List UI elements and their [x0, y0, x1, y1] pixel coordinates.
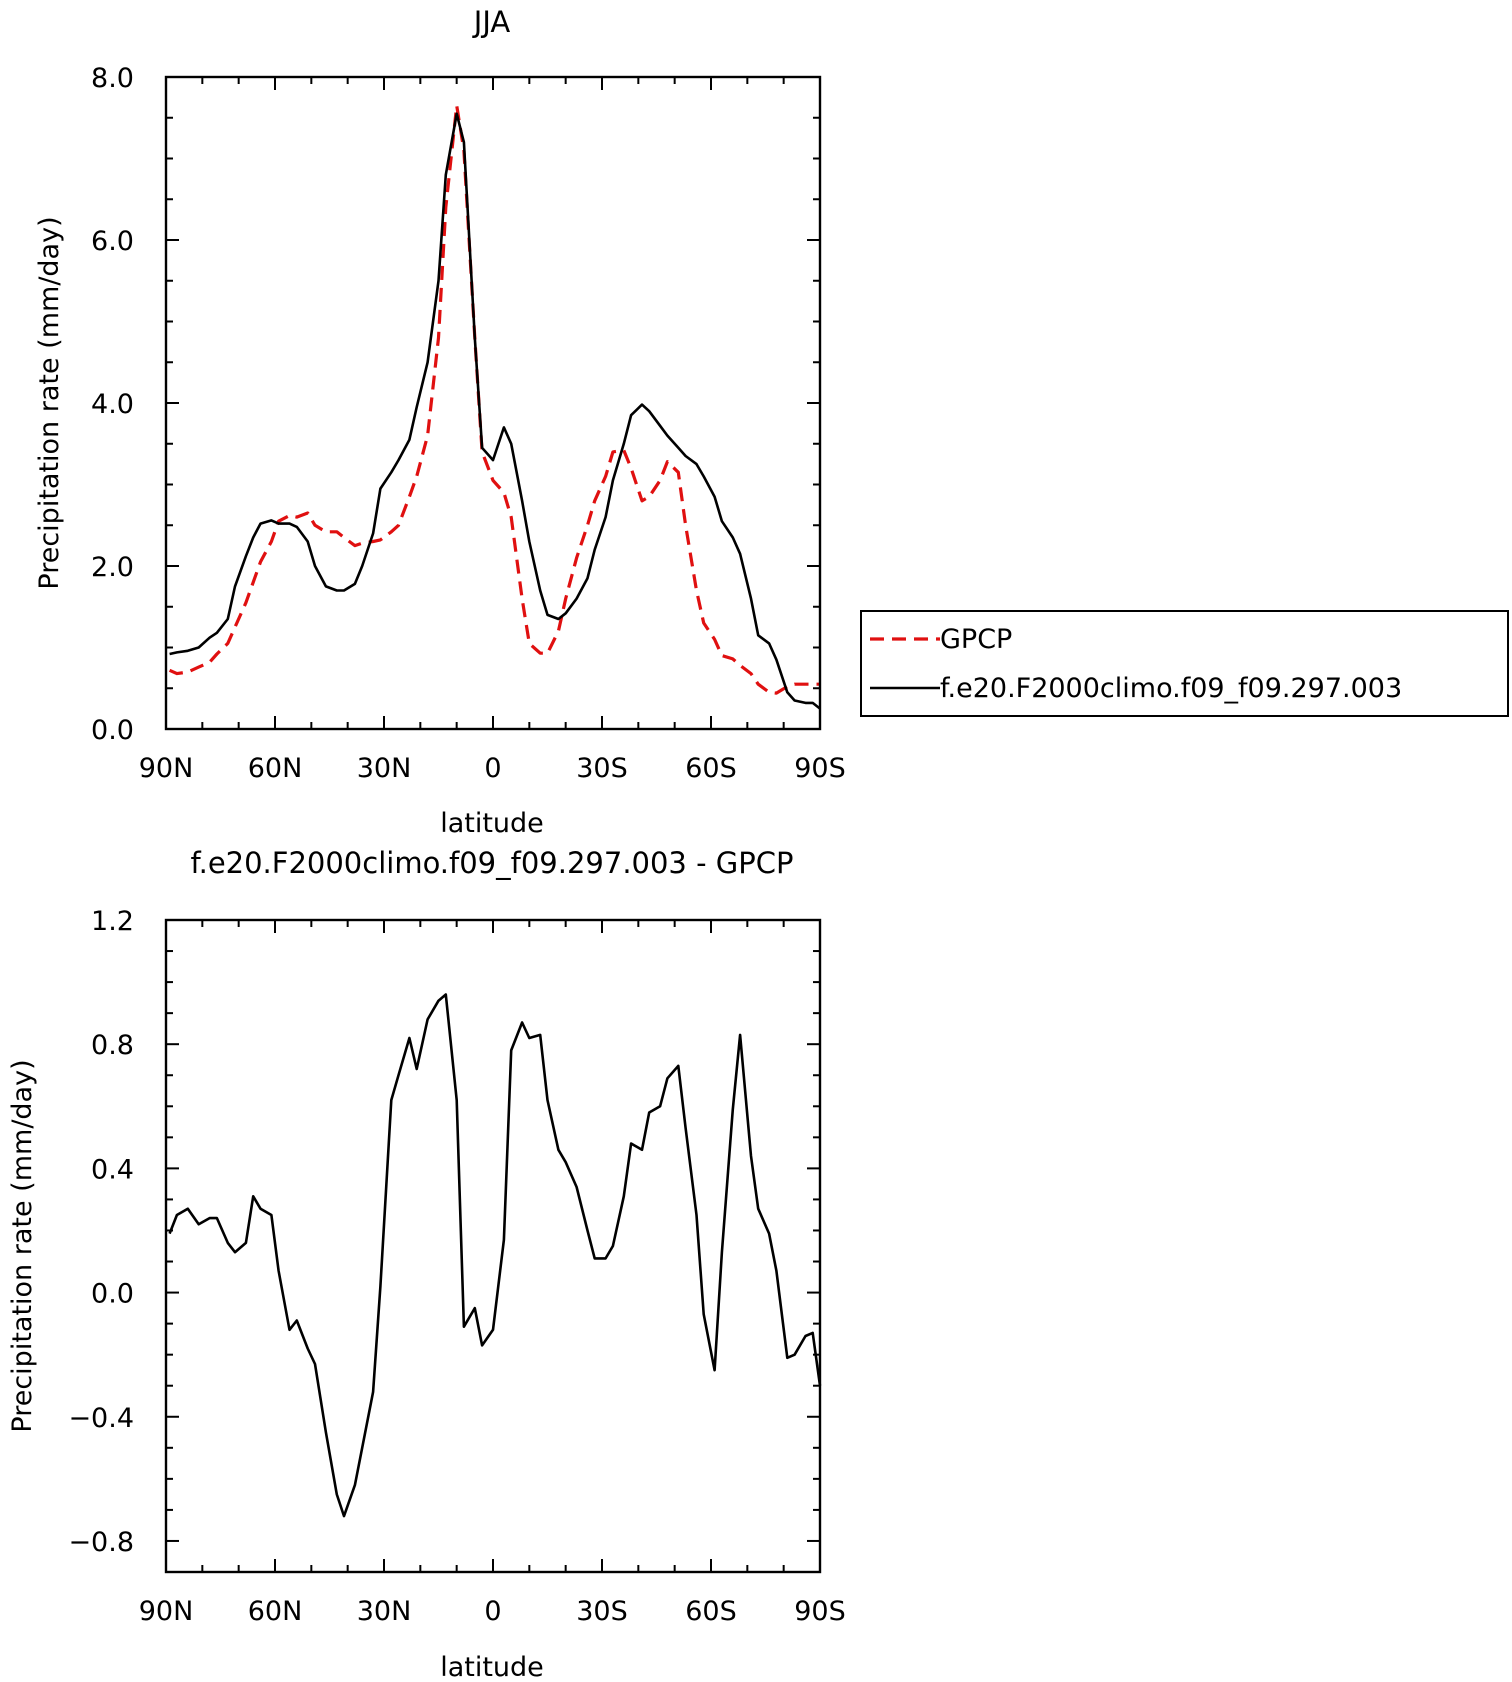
top-tick-labels: 90N 60N 30N 0 30S 60S 90S 0.0 2.0 4.0 6.0 8.0 [91, 63, 846, 784]
top-chart-title: JJA [472, 5, 511, 39]
legend-label-gpcp: GPCP [940, 624, 1012, 655]
x-tick-label: 0 [484, 1596, 501, 1627]
y-tick-label: −0.8 [68, 1527, 134, 1558]
x-tick-label: 30S [576, 753, 628, 784]
legend-box [860, 610, 1509, 717]
bottom-plot-frame [164, 918, 822, 1574]
y-tick-label: 4.0 [91, 389, 134, 420]
bottom-chart-title: f.e20.F2000climo.f09_f09.297.003 - GPCP [191, 846, 794, 880]
bottom-tick-labels: 90N 60N 30N 0 30S 60S 90S −0.8 −0.4 0.0 0.4 0.8 1.2 [68, 906, 845, 1627]
x-tick-label: 30N [357, 753, 412, 784]
top-plot-frame [164, 75, 822, 731]
x-tick-label: 30N [357, 1596, 412, 1627]
x-tick-label: 90S [794, 753, 846, 784]
x-tick-label: 60S [685, 1596, 737, 1627]
y-tick-label: 0.0 [91, 1279, 134, 1310]
panel-bottom-difference: f.e20.F2000climo.f09_f09.297.003 - GPCP … [7, 846, 846, 1682]
legend: GPCP f.e20.F2000climo.f09_f09.297.003 [860, 610, 1509, 717]
bottom-data-lines [168, 993, 822, 1518]
series-line-difference [168, 993, 822, 1518]
legend-label-model: f.e20.F2000climo.f09_f09.297.003 [940, 673, 1402, 704]
top-data-lines [168, 103, 821, 710]
x-tick-label: 60N [248, 753, 303, 784]
panel-top-zonal-mean: JJA 90N 60N 30N 0 30S 60S 90S 0.0 2.0 4.0 6.0 8.0 l… [34, 5, 1509, 839]
y-tick-label: 6.0 [91, 226, 134, 257]
x-tick-label: 60N [248, 1596, 303, 1627]
top-x-axis-label: latitude [440, 808, 544, 839]
x-tick-label: 90N [139, 1596, 194, 1627]
y-tick-label: −0.4 [68, 1403, 134, 1434]
top-ticks [165, 76, 821, 730]
y-tick-label: 0.4 [91, 1154, 134, 1185]
x-tick-label: 90S [794, 1596, 846, 1627]
x-tick-label: 60S [685, 753, 737, 784]
series-line-model [169, 112, 821, 710]
top-y-axis-label: Precipitation rate (mm/day) [34, 216, 65, 589]
bottom-x-axis-label: latitude [440, 1652, 544, 1682]
y-tick-label: 0.8 [91, 1030, 134, 1061]
y-tick-label: 8.0 [91, 63, 134, 94]
y-tick-label: 0.0 [91, 715, 134, 746]
y-tick-label: 1.2 [91, 906, 134, 937]
series-line-gpcp [168, 103, 820, 695]
x-tick-label: 90N [139, 753, 194, 784]
x-tick-label: 30S [576, 1596, 628, 1627]
x-tick-label: 0 [484, 753, 501, 784]
y-tick-label: 2.0 [91, 552, 134, 583]
bottom-y-axis-label: Precipitation rate (mm/day) [7, 1059, 38, 1432]
